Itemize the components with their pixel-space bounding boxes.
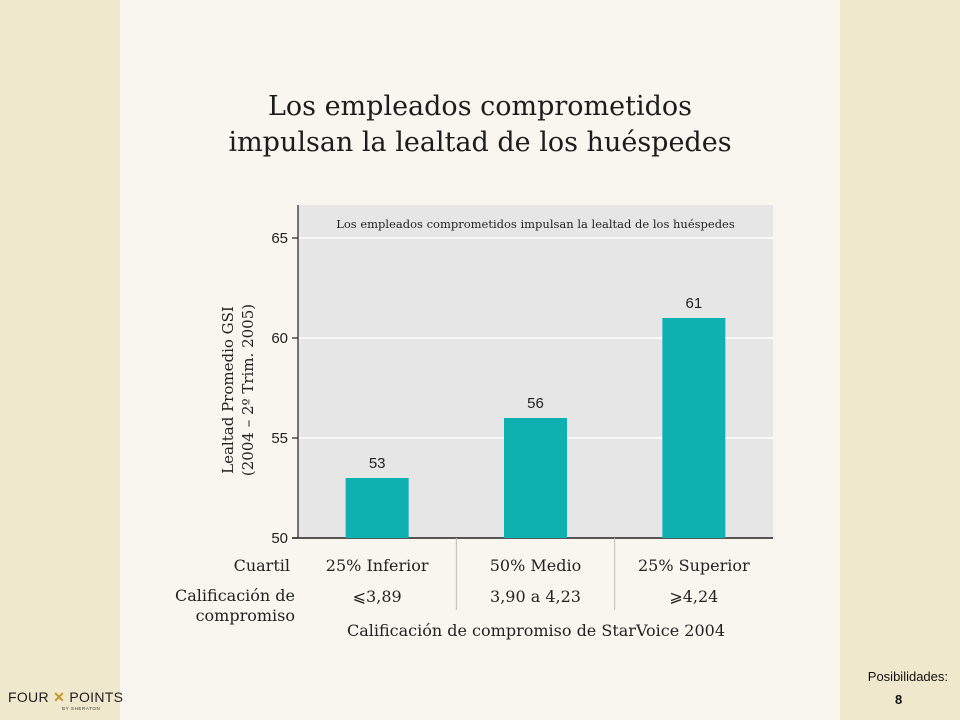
footer-label: Posibilidades:	[867, 669, 948, 684]
y-tick-label: 60	[271, 330, 288, 347]
y-tick-label: 50	[271, 530, 288, 547]
score-range-label: ⩽3,89	[353, 587, 402, 606]
row-label-calificacion-1: Calificación de	[175, 586, 295, 605]
logo-text-four: FOUR	[8, 689, 49, 705]
y-axis-label-line-2: (2004 – 2º Trim. 2005)	[239, 304, 257, 476]
x-category-label: 25% Inferior	[326, 556, 429, 575]
score-range-label: ⩾4,24	[669, 587, 718, 606]
bar-value-label: 61	[685, 295, 702, 312]
bar	[504, 418, 567, 538]
y-tick-label: 55	[271, 430, 288, 447]
x-category-label: 25% Superior	[638, 556, 750, 575]
slide-title-line-2: impulsan la lealtad de los huéspedes	[228, 127, 732, 158]
bar-value-label: 53	[369, 455, 386, 472]
four-points-logo: FOUR ✕ POINTS	[8, 689, 123, 706]
bar	[662, 318, 726, 538]
x-axis-label: Calificación de compromiso de StarVoice …	[347, 621, 725, 640]
logo-subtitle: BY SHERATON	[62, 706, 101, 711]
y-axis-label-line-1: Lealtad Promedio GSI	[219, 306, 237, 474]
x-category-label: 50% Medio	[490, 556, 582, 575]
score-range-label: 3,90 a 4,23	[490, 587, 581, 606]
bar	[345, 478, 409, 538]
chart-inner-title: Los empleados comprometidos impulsan la …	[336, 217, 735, 231]
y-tick-label: 65	[271, 230, 288, 247]
logo-text-points: POINTS	[69, 689, 124, 705]
page-number: 8	[895, 692, 903, 707]
bar-value-label: 56	[527, 395, 544, 412]
slide-title-line-1: Los empleados comprometidos	[267, 91, 693, 122]
logo-mark-icon: ✕	[53, 689, 66, 705]
row-label-calificacion-2: compromiso	[196, 606, 295, 625]
row-label-cuartil: Cuartil	[234, 556, 290, 575]
